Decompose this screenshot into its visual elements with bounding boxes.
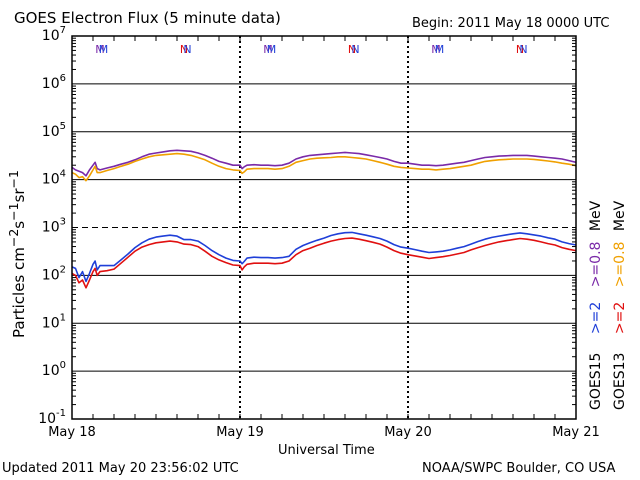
y-tick-label-5: 104 bbox=[42, 169, 66, 188]
y-tick-label-8: 107 bbox=[42, 25, 66, 44]
y-tick-base: 10 bbox=[42, 76, 60, 92]
y-tick-base: 10 bbox=[38, 411, 56, 427]
marker-layer: MM NN MM NN MM NN bbox=[95, 43, 527, 56]
local-time-marker-5: M bbox=[267, 43, 277, 56]
y-axis-title: Particles cm−2s−1sr−1 bbox=[6, 170, 28, 338]
y-tick-label-2: 101 bbox=[42, 312, 66, 331]
legend-goes13-ge08: >=0.8 bbox=[612, 241, 628, 288]
y-tick-exponent: -1 bbox=[56, 408, 66, 419]
legend-unit-top: MeV bbox=[588, 200, 604, 232]
series-line-3 bbox=[71, 152, 577, 182]
local-time-marker-2: N bbox=[180, 43, 188, 56]
credit-text: NOAA/SWPC Boulder, CO USA bbox=[422, 461, 616, 476]
legend-goes13-ge2: >=2 bbox=[612, 301, 628, 335]
x-tick-label-2: May 20 bbox=[384, 425, 432, 440]
local-time-marker-7: N bbox=[351, 43, 359, 56]
y-tick-base: 10 bbox=[42, 267, 60, 283]
x-tick-label-3: May 21 bbox=[552, 425, 600, 440]
y-tick-base: 10 bbox=[42, 220, 60, 236]
series-line-2 bbox=[71, 237, 577, 289]
begin-date: Begin: 2011 May 18 0000 UTC bbox=[412, 16, 610, 31]
grid-layer bbox=[72, 36, 576, 419]
legend-goes15-ge2: >=2 bbox=[588, 301, 604, 335]
series-layer bbox=[71, 149, 577, 289]
legend-goes15-ge08: >=0.8 bbox=[588, 241, 604, 288]
legend-goes13: GOES13 >=2 >=0.8 MeV bbox=[612, 201, 628, 410]
series-line-1 bbox=[71, 149, 577, 177]
y-tick-base: 10 bbox=[42, 124, 60, 140]
local-time-marker-4: M bbox=[263, 43, 273, 56]
local-time-marker-3: N bbox=[183, 43, 191, 56]
x-axis-title: Universal Time bbox=[278, 443, 375, 458]
y-tick-exponent: 5 bbox=[60, 121, 66, 132]
legend-goes15-label: GOES15 bbox=[588, 352, 604, 410]
y-tick-label-7: 106 bbox=[42, 73, 66, 92]
y-tick-exponent: 0 bbox=[60, 360, 66, 371]
series-line-0 bbox=[71, 231, 577, 283]
local-time-marker-8: M bbox=[431, 43, 441, 56]
local-time-marker-6: N bbox=[348, 43, 356, 56]
y-tick-base: 10 bbox=[42, 315, 60, 331]
y-tick-label-3: 102 bbox=[42, 264, 66, 283]
y-tick-exponent: 6 bbox=[60, 73, 66, 84]
axis-layer bbox=[71, 35, 577, 420]
local-time-marker-10: N bbox=[516, 43, 524, 56]
y-tick-exponent: 2 bbox=[60, 264, 66, 275]
y-tick-exponent: 1 bbox=[60, 312, 66, 323]
legend-goes13-label: GOES13 bbox=[612, 352, 628, 410]
y-tick-label-6: 105 bbox=[42, 121, 66, 140]
local-time-marker-11: N bbox=[519, 43, 527, 56]
y-tick-exponent: 7 bbox=[60, 25, 66, 36]
x-tick-label-1: May 19 bbox=[216, 425, 264, 440]
updated-timestamp: Updated 2011 May 20 23:56:02 UTC bbox=[2, 461, 239, 476]
y-tick-base: 10 bbox=[42, 172, 60, 188]
y-tick-exponent: 3 bbox=[60, 217, 66, 228]
y-tick-label-0: 10-1 bbox=[38, 408, 66, 427]
x-tick-label-0: May 18 bbox=[48, 425, 96, 440]
y-tick-exponent: 4 bbox=[60, 169, 66, 180]
y-tick-label-1: 100 bbox=[42, 360, 66, 379]
legend-unit-bottom: MeV bbox=[612, 200, 628, 232]
y-tick-base: 10 bbox=[42, 28, 60, 44]
legend-goes15: GOES15 >=2 >=0.8 MeV bbox=[588, 201, 604, 410]
y-tick-base: 10 bbox=[42, 363, 60, 379]
chart-title: GOES Electron Flux (5 minute data) bbox=[14, 9, 281, 27]
local-time-marker-1: M bbox=[99, 43, 109, 56]
y-tick-label-4: 103 bbox=[42, 217, 66, 236]
local-time-marker-0: M bbox=[95, 43, 105, 56]
local-time-marker-9: M bbox=[435, 43, 445, 56]
